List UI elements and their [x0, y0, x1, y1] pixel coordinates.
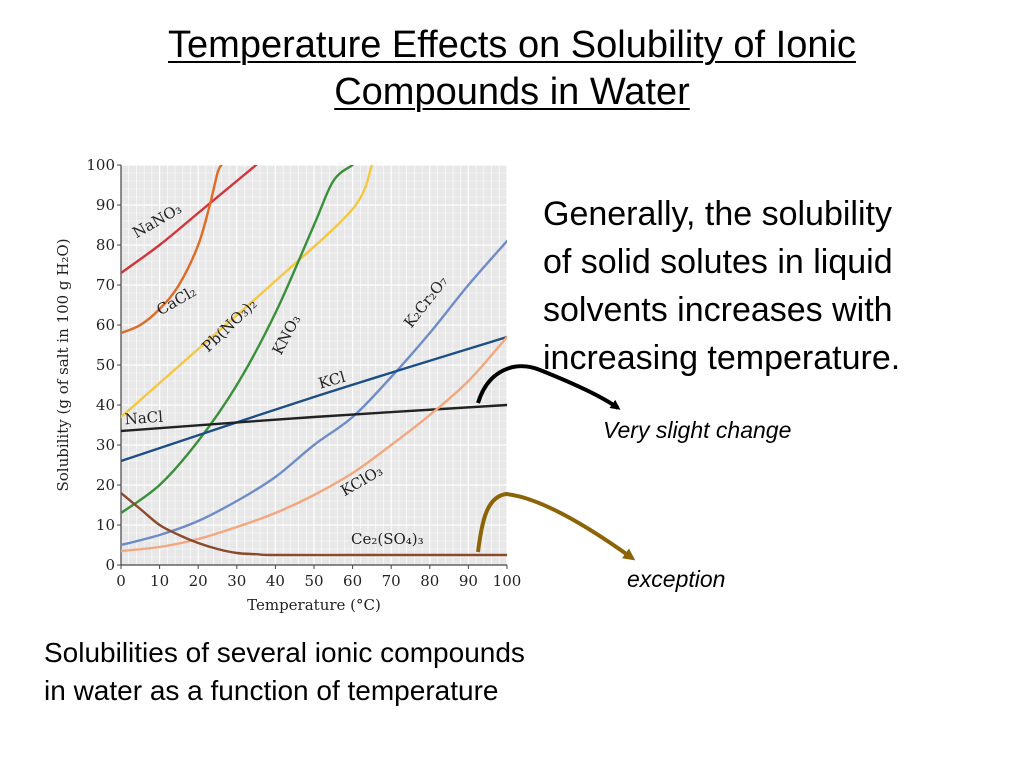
- series-line-kcro: [121, 239, 507, 547]
- body-line-4: increasing temperature.: [543, 339, 901, 377]
- series-line-kcl: [121, 335, 507, 463]
- series-line-nano: [121, 165, 258, 275]
- y-tick-label: 60: [96, 316, 115, 334]
- body-line-2: of solid solutes in liquid: [543, 243, 893, 281]
- chart-caption: Solubilities of several ionic compounds …: [44, 634, 664, 710]
- x-tick-label: 50: [304, 572, 323, 590]
- x-tick-label: 20: [189, 572, 208, 590]
- title-line-1: Temperature Effects on Solubility of Ion…: [168, 24, 856, 66]
- x-tick-label: 0: [116, 572, 126, 590]
- x-tick-label: 90: [459, 572, 478, 590]
- x-tick-label: 80: [420, 572, 439, 590]
- title-line-2: Compounds in Water: [334, 71, 690, 113]
- y-tick-label: 50: [96, 356, 115, 374]
- x-tick-label: 10: [150, 572, 169, 590]
- x-tick-label: 70: [382, 572, 401, 590]
- callout-very-slight-change: Very slight change: [603, 417, 792, 443]
- x-axis-title: Temperature (°C): [247, 596, 381, 614]
- body-text: Generally, the solubility of solid solut…: [543, 190, 983, 382]
- y-tick-label: 100: [86, 156, 115, 174]
- y-axis-title: Solubility (g of salt in 100 g H₂O): [54, 238, 72, 491]
- y-tick-label: 40: [96, 396, 115, 414]
- series-group: [121, 165, 507, 557]
- series-line-pbno: [121, 165, 374, 419]
- y-tick-label: 30: [96, 436, 115, 454]
- caption-line-2: in water as a function of temperature: [44, 675, 499, 706]
- x-tick-label: 100: [493, 572, 522, 590]
- x-tick-label: 30: [227, 572, 246, 590]
- y-tick-label: 10: [96, 516, 115, 534]
- y-tick-label: 70: [96, 276, 115, 294]
- series-line-nacl: [121, 403, 507, 433]
- series-line-kclo: [121, 335, 507, 553]
- x-tick-label: 60: [343, 572, 362, 590]
- body-line-1: Generally, the solubility: [543, 195, 892, 233]
- caption-line-1: Solubilities of several ionic compounds: [44, 637, 525, 668]
- series-line-cacl: [121, 165, 223, 335]
- y-tick-label: 80: [96, 236, 115, 254]
- slide-title: Temperature Effects on Solubility of Ion…: [0, 22, 1024, 116]
- y-tick-label: 90: [96, 196, 115, 214]
- y-tick-label: 0: [105, 556, 115, 574]
- x-tick-label: 40: [266, 572, 285, 590]
- series-line-kno: [121, 165, 354, 515]
- series-line-ceso: [121, 491, 507, 557]
- curve-label-nacl: NaCl: [124, 408, 164, 429]
- curve-label-ceso: Ce₂(SO₄)₃: [351, 530, 424, 548]
- y-tick-label: 20: [96, 476, 115, 494]
- callout-exception: exception: [627, 566, 726, 592]
- body-line-3: solvents increases with: [543, 291, 893, 329]
